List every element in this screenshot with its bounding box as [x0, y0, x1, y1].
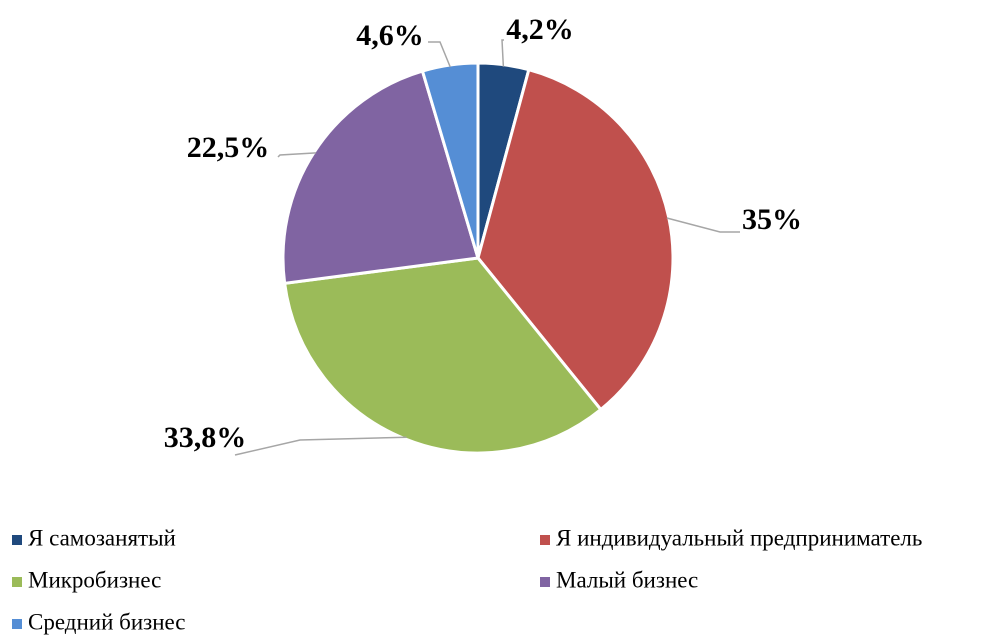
legend-marker	[12, 577, 22, 587]
legend-marker	[540, 577, 550, 587]
leader-line	[428, 41, 451, 68]
legend-label: Микробизнес	[28, 567, 161, 592]
leader-line	[277, 152, 317, 158]
legend-label: Я индивидуальный предприниматель	[556, 525, 922, 550]
legend-marker	[540, 535, 550, 545]
legend-label: Малый бизнес	[556, 567, 698, 592]
legend-marker	[12, 619, 22, 629]
leader-line	[501, 39, 505, 67]
data-label: 4,6%	[356, 19, 424, 52]
pie-slice	[476, 67, 675, 412]
leader-line	[666, 217, 740, 233]
leader-line	[234, 436, 407, 456]
data-label: 35%	[742, 203, 802, 236]
legend-label: Я самозанятый	[28, 525, 176, 550]
pie-slice	[282, 256, 603, 455]
legend-label: Средний бизнес	[28, 609, 186, 634]
legend-marker	[12, 535, 22, 545]
data-label: 33,8%	[164, 421, 247, 454]
data-label: 4,2%	[506, 13, 574, 46]
data-label: 22,5%	[187, 131, 270, 164]
pie-slice	[281, 69, 480, 286]
